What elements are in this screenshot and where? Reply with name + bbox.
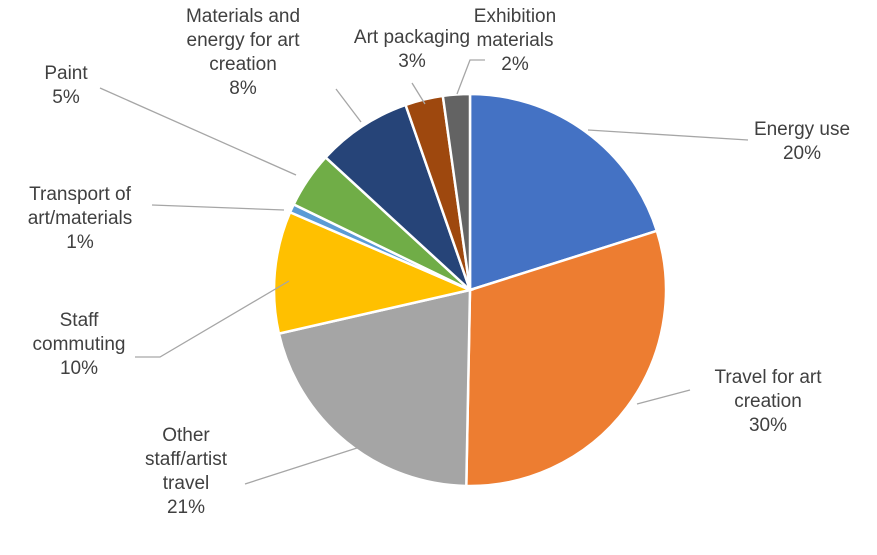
data-label-category-line: commuting xyxy=(33,334,126,355)
data-label-category-line: staff/artist xyxy=(145,449,228,470)
data-label-percent: 1% xyxy=(66,232,94,253)
data-label-percent: 21% xyxy=(167,497,205,518)
data-label-category-line: Art packaging xyxy=(354,27,470,48)
data-label-8: Art packaging 3% xyxy=(354,27,470,72)
leader-line-2 xyxy=(636,389,691,405)
data-label-category-line: creation xyxy=(734,391,802,412)
data-label-category-line: materials xyxy=(476,30,553,51)
leader-lines xyxy=(99,59,749,485)
pie-slice-4 xyxy=(272,210,475,336)
data-label-6: Paint 5% xyxy=(44,63,88,108)
leader-line-9 xyxy=(456,59,485,95)
data-label-percent: 10% xyxy=(60,358,98,379)
data-label-category-line: Paint xyxy=(44,63,88,84)
data-label-7: Materials and energy for art creation 8% xyxy=(186,6,300,99)
leader-line-1 xyxy=(587,129,749,141)
data-label-9: Exhibition materials 2% xyxy=(474,6,556,75)
data-label-2: Travel for art creation 30% xyxy=(715,367,823,436)
data-label-5: Transport of art/materials 1% xyxy=(28,184,133,253)
data-label-category-line: creation xyxy=(209,54,277,75)
data-label-percent: 8% xyxy=(229,78,257,99)
pie-slices xyxy=(272,92,668,488)
leader-line-3 xyxy=(244,447,358,485)
data-labels: Energy use 20% Travel for art creation 30% Ot… xyxy=(28,6,850,518)
pie-slice-9 xyxy=(441,92,472,291)
pie-slice-2 xyxy=(465,229,668,488)
data-label-percent: 2% xyxy=(501,54,529,75)
data-label-percent: 5% xyxy=(52,87,80,108)
leader-line-5 xyxy=(151,204,285,211)
data-label-category-line: Materials and xyxy=(186,6,300,27)
data-label-category-line: Exhibition xyxy=(474,6,556,27)
data-label-category-line: Energy use xyxy=(754,119,850,140)
leader-line-6 xyxy=(99,87,297,176)
data-label-3: Other staff/artist travel 21% xyxy=(145,425,228,518)
data-label-category-line: travel xyxy=(163,473,209,494)
data-label-percent: 30% xyxy=(749,415,787,436)
data-label-1: Energy use 20% xyxy=(754,119,850,164)
data-label-category-line: art/materials xyxy=(28,208,133,229)
pie-slice-7 xyxy=(323,103,472,291)
data-label-category-line: Other xyxy=(162,425,210,446)
leader-line-7 xyxy=(335,88,362,123)
data-label-category-line: energy for art xyxy=(187,30,301,51)
data-label-4: Staff commuting 10% xyxy=(33,310,126,379)
data-label-category-line: Staff xyxy=(60,310,99,331)
data-label-category-line: Travel for art xyxy=(715,367,823,388)
data-label-category-line: Transport of xyxy=(29,184,131,205)
pie-slice-1 xyxy=(468,92,659,292)
data-label-percent: 20% xyxy=(783,143,821,164)
leader-line-4 xyxy=(135,280,290,358)
data-label-percent: 3% xyxy=(398,51,426,72)
leader-line-8 xyxy=(411,82,426,105)
pie-slice-3 xyxy=(277,288,472,488)
